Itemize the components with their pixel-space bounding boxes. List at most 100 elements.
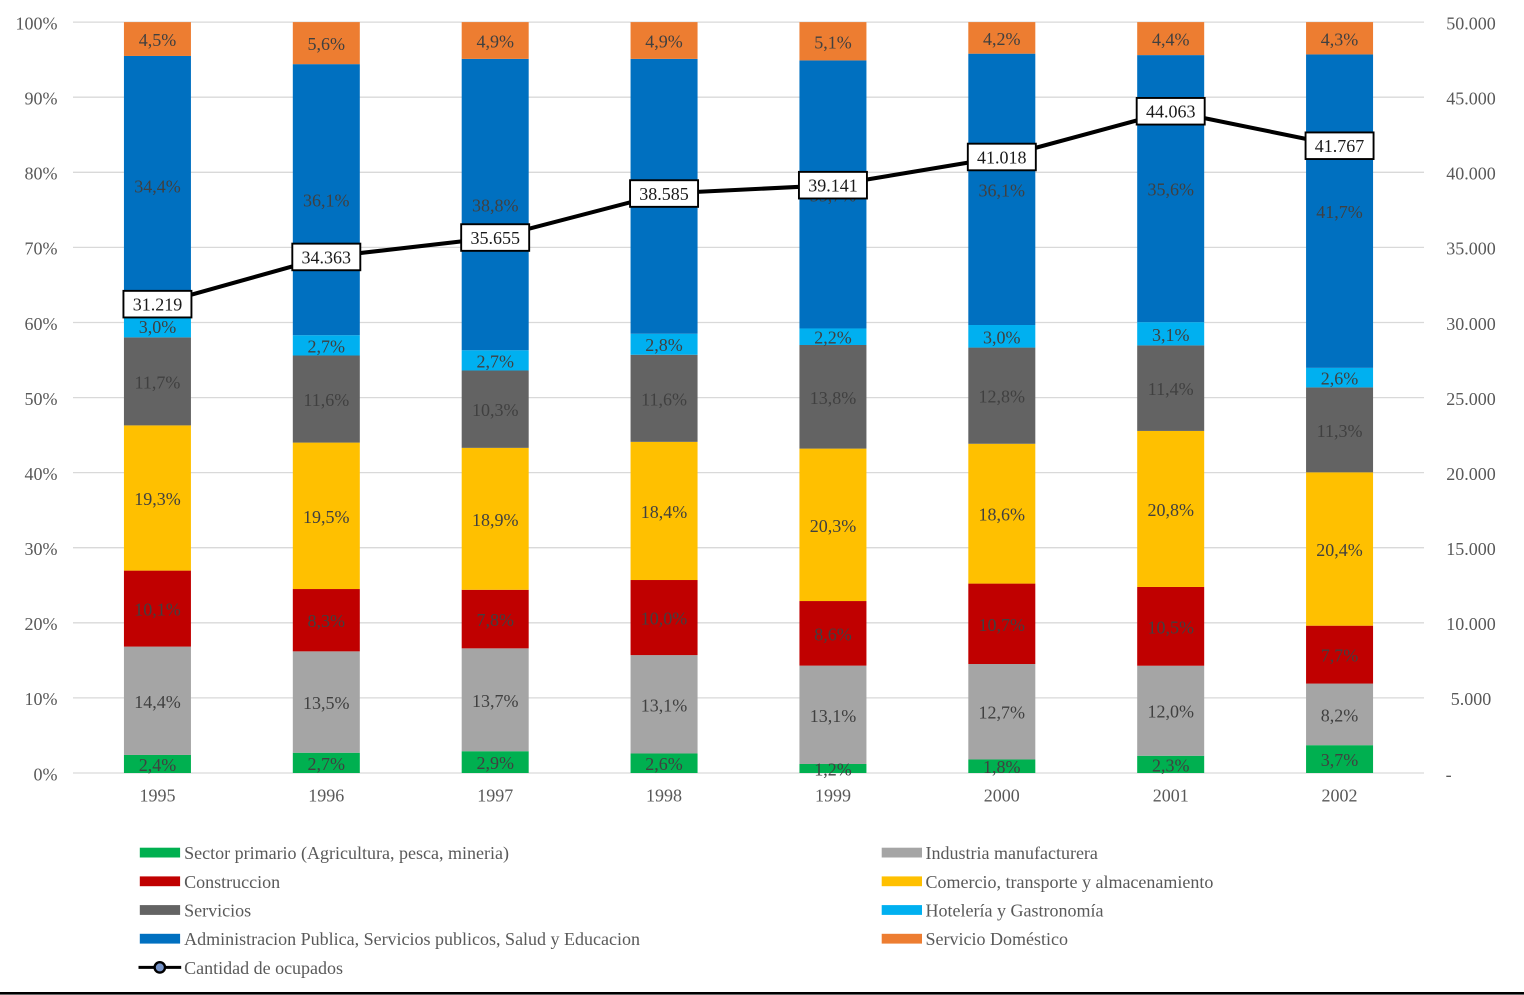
svg-text:31.219: 31.219	[133, 295, 183, 315]
svg-text:10.000: 10.000	[1446, 614, 1496, 634]
svg-text:40%: 40%	[25, 464, 58, 484]
svg-text:11,3%: 11,3%	[1317, 421, 1363, 441]
svg-text:2,6%: 2,6%	[1321, 369, 1359, 389]
svg-text:12,8%: 12,8%	[979, 387, 1026, 407]
svg-text:70%: 70%	[25, 239, 58, 259]
svg-text:Servicios: Servicios	[184, 901, 251, 921]
svg-text:11,4%: 11,4%	[1148, 379, 1194, 399]
svg-text:38,8%: 38,8%	[472, 196, 519, 216]
svg-text:2001: 2001	[1153, 786, 1189, 806]
svg-text:41.767: 41.767	[1315, 136, 1365, 156]
svg-text:4,4%: 4,4%	[1152, 30, 1190, 50]
svg-text:4,5%: 4,5%	[139, 30, 177, 50]
svg-text:13,8%: 13,8%	[810, 388, 857, 408]
svg-text:10%: 10%	[25, 689, 58, 709]
svg-text:1999: 1999	[815, 786, 851, 806]
svg-text:3,7%: 3,7%	[1321, 750, 1359, 770]
svg-text:90%: 90%	[25, 88, 58, 108]
svg-text:34,4%: 34,4%	[134, 176, 181, 196]
svg-text:41.018: 41.018	[977, 147, 1027, 167]
svg-text:1998: 1998	[646, 786, 682, 806]
svg-text:44.063: 44.063	[1146, 102, 1196, 122]
svg-text:14,4%: 14,4%	[134, 692, 181, 712]
svg-text:60%: 60%	[25, 314, 58, 334]
svg-text:1996: 1996	[308, 786, 344, 806]
svg-text:Cantidad de ocupados: Cantidad de ocupados	[184, 958, 343, 978]
svg-text:12,7%: 12,7%	[979, 703, 1026, 723]
svg-text:30%: 30%	[25, 539, 58, 559]
svg-text:50%: 50%	[25, 389, 58, 409]
svg-text:25.000: 25.000	[1446, 389, 1496, 409]
svg-text:10,7%: 10,7%	[979, 615, 1026, 635]
svg-text:Administracion Publica, Servic: Administracion Publica, Servicios public…	[184, 929, 640, 949]
svg-text:5.000: 5.000	[1451, 689, 1492, 709]
svg-text:45.000: 45.000	[1446, 88, 1496, 108]
svg-text:2000: 2000	[984, 786, 1020, 806]
svg-text:11,6%: 11,6%	[303, 390, 349, 410]
svg-text:50.000: 50.000	[1446, 13, 1496, 33]
svg-text:4,3%: 4,3%	[1321, 29, 1359, 49]
svg-text:2,7%: 2,7%	[308, 754, 346, 774]
svg-text:18,6%: 18,6%	[979, 505, 1026, 525]
svg-text:36,1%: 36,1%	[979, 180, 1026, 200]
svg-text:0%: 0%	[34, 764, 58, 784]
svg-text:3,0%: 3,0%	[983, 327, 1021, 347]
svg-text:10,1%: 10,1%	[134, 600, 181, 620]
svg-text:39.141: 39.141	[808, 176, 858, 196]
svg-text:Construccion: Construccion	[184, 872, 280, 892]
svg-text:2,7%: 2,7%	[476, 351, 514, 371]
svg-text:13,5%: 13,5%	[303, 693, 350, 713]
svg-text:80%: 80%	[25, 164, 58, 184]
svg-text:7,7%: 7,7%	[1321, 646, 1359, 666]
svg-text:8,6%: 8,6%	[814, 624, 852, 644]
svg-text:1995: 1995	[139, 786, 175, 806]
svg-text:19,3%: 19,3%	[134, 489, 181, 509]
svg-text:40.000: 40.000	[1446, 164, 1496, 184]
svg-text:2,2%: 2,2%	[814, 328, 852, 348]
svg-text:8,3%: 8,3%	[308, 611, 346, 631]
svg-text:7,8%: 7,8%	[476, 610, 514, 630]
svg-text:18,9%: 18,9%	[472, 510, 519, 530]
svg-text:20%: 20%	[25, 614, 58, 634]
svg-text:-: -	[1446, 764, 1452, 784]
svg-text:20,3%: 20,3%	[810, 516, 857, 536]
svg-text:38.585: 38.585	[639, 184, 689, 204]
svg-text:13,7%: 13,7%	[472, 691, 519, 711]
svg-text:19,5%: 19,5%	[303, 507, 350, 527]
svg-text:2,3%: 2,3%	[1152, 755, 1190, 775]
svg-text:3,0%: 3,0%	[139, 317, 177, 337]
svg-text:35.000: 35.000	[1446, 239, 1496, 259]
svg-text:2,7%: 2,7%	[308, 336, 346, 356]
svg-text:4,9%: 4,9%	[645, 32, 683, 52]
svg-text:41,7%: 41,7%	[1316, 202, 1363, 222]
svg-text:5,6%: 5,6%	[308, 34, 346, 54]
svg-text:10,5%: 10,5%	[1147, 617, 1194, 637]
svg-text:8,2%: 8,2%	[1321, 705, 1359, 725]
svg-text:34.363: 34.363	[302, 247, 352, 267]
svg-text:1,8%: 1,8%	[983, 757, 1021, 777]
svg-text:2,9%: 2,9%	[476, 753, 514, 773]
svg-text:15.000: 15.000	[1446, 539, 1496, 559]
svg-text:10,0%: 10,0%	[641, 609, 688, 629]
svg-text:13,1%: 13,1%	[641, 695, 688, 715]
svg-text:Sector primario (Agricultura,: Sector primario (Agricultura, pesca, min…	[184, 843, 509, 864]
svg-text:Hotelería y Gastronomía: Hotelería y Gastronomía	[926, 901, 1104, 921]
svg-text:20.000: 20.000	[1446, 464, 1496, 484]
svg-text:3,1%: 3,1%	[1152, 325, 1190, 345]
svg-text:Servicio Doméstico: Servicio Doméstico	[926, 929, 1068, 949]
svg-text:35,6%: 35,6%	[1147, 180, 1194, 200]
svg-text:4,9%: 4,9%	[476, 32, 514, 52]
svg-text:2,8%: 2,8%	[645, 335, 683, 355]
svg-text:30.000: 30.000	[1446, 314, 1496, 334]
svg-text:11,6%: 11,6%	[641, 389, 687, 409]
svg-text:4,2%: 4,2%	[983, 29, 1021, 49]
svg-text:20,4%: 20,4%	[1316, 540, 1363, 560]
svg-text:35.655: 35.655	[470, 228, 520, 248]
svg-text:Industria manufacturera: Industria manufacturera	[926, 843, 1098, 863]
svg-text:13,1%: 13,1%	[810, 706, 857, 726]
svg-text:1997: 1997	[477, 786, 513, 806]
svg-text:2,6%: 2,6%	[645, 754, 683, 774]
svg-text:100%: 100%	[16, 13, 58, 33]
svg-text:10,3%: 10,3%	[472, 400, 519, 420]
svg-text:Comercio, transporte y almacen: Comercio, transporte y almacenamiento	[926, 872, 1214, 892]
